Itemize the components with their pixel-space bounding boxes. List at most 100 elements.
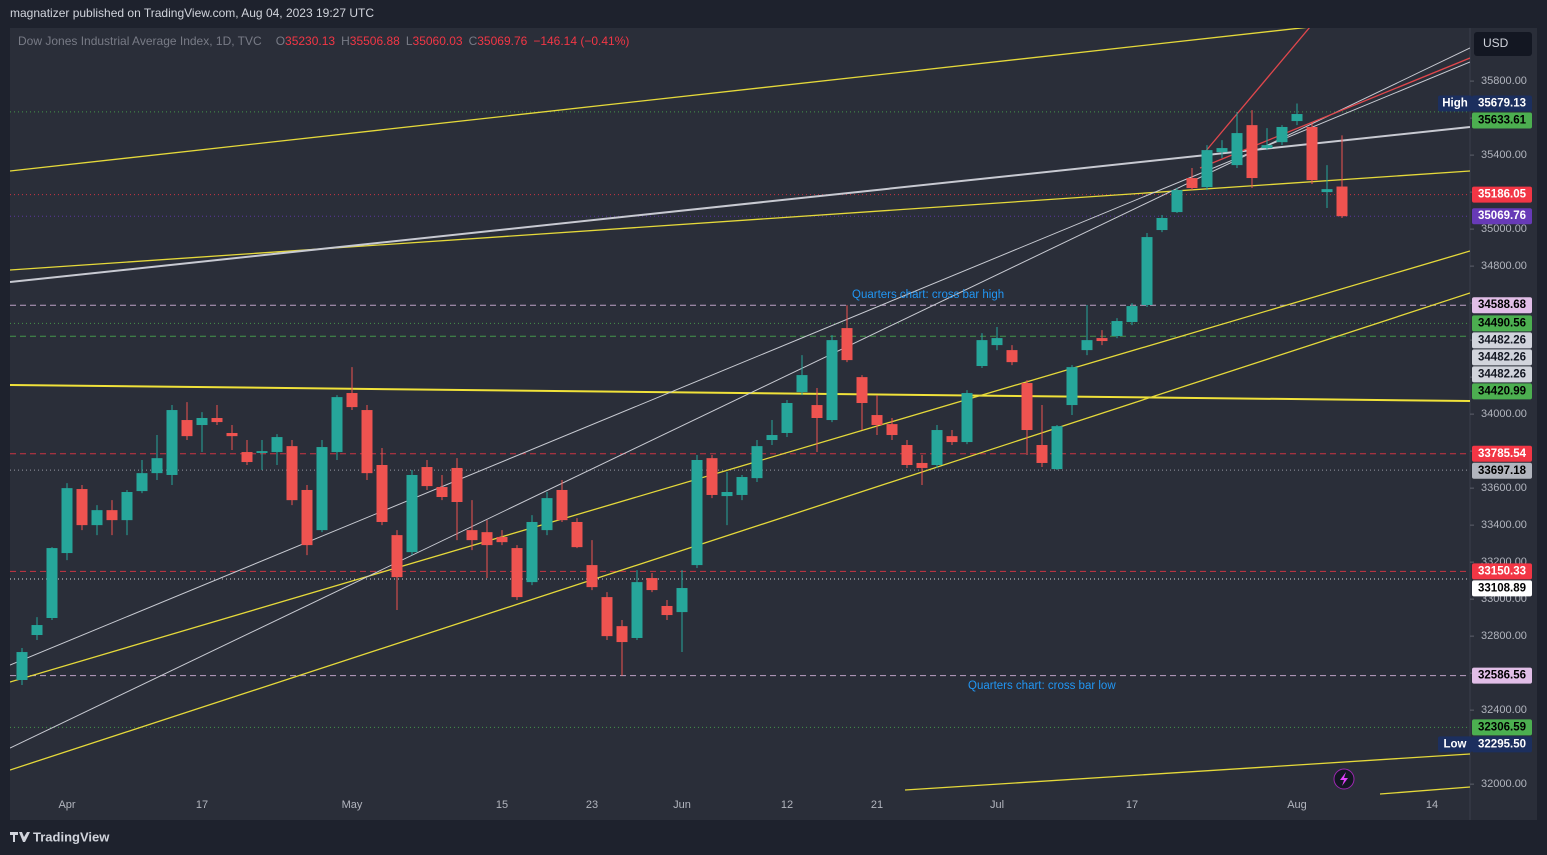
- candle-body: [586, 565, 598, 588]
- price-tag-label: 34482.26: [1478, 351, 1526, 363]
- candle-body: [181, 420, 193, 437]
- candle-body: [16, 652, 28, 680]
- candle-body: [871, 415, 883, 426]
- x-tick-label: Apr: [58, 799, 75, 811]
- candle-body: [1291, 114, 1303, 122]
- legend-value: 35230.13: [285, 34, 335, 48]
- candle-body: [991, 338, 1003, 346]
- x-tick-label: 21: [871, 799, 883, 811]
- candle-body: [541, 498, 553, 531]
- candle-body: [721, 492, 733, 497]
- price-tag: [1472, 667, 1532, 684]
- trend-line: [1199, 57, 1470, 169]
- candle-body: [766, 435, 778, 441]
- legend-title: Dow Jones Industrial Average Index, 1D, …: [18, 34, 262, 48]
- candle-body: [121, 492, 133, 521]
- y-tick-label: 33600.00: [1481, 482, 1527, 494]
- candle-body: [106, 510, 118, 521]
- y-tick-label: 32000.00: [1481, 778, 1527, 790]
- price-tag: [1472, 208, 1532, 225]
- price-tag: [1472, 349, 1532, 366]
- candle-body: [691, 460, 703, 566]
- candle-body: [376, 464, 388, 522]
- candle-body: [91, 510, 103, 526]
- candle-body: [496, 536, 508, 543]
- candle-body: [346, 393, 358, 408]
- annotation: Quarters chart: cross bar low: [968, 680, 1116, 692]
- candle-body: [661, 605, 673, 616]
- candle-body: [1276, 126, 1288, 143]
- legend: Dow Jones Industrial Average Index, 1D, …: [18, 34, 629, 48]
- price-tag-label: 32295.50: [1478, 738, 1526, 750]
- currency[interactable]: USD: [1483, 36, 1509, 50]
- y-tick-label: 35400.00: [1481, 149, 1527, 161]
- candle-body: [616, 626, 628, 643]
- candle-body: [451, 467, 463, 502]
- price-tags: 35679.13 High 35633.61 35186.05 35069.76 3458…: [1438, 95, 1532, 753]
- legend-change: −146.14 (−0.41%): [533, 34, 629, 48]
- trend-line: [904, 753, 1470, 791]
- header: magnatizer published on TradingView.com,…: [10, 6, 374, 20]
- y-tick-label: 35800.00: [1481, 75, 1527, 87]
- legend-key: L: [406, 34, 413, 48]
- y-tick-label: 34800.00: [1481, 260, 1527, 272]
- candle-body: [316, 447, 328, 531]
- price-tag: [1472, 719, 1532, 736]
- candle-body: [196, 418, 208, 426]
- candle-body: [811, 405, 823, 419]
- legend-key: H: [341, 34, 350, 48]
- candle-body: [856, 377, 868, 404]
- candle-body: [1306, 126, 1318, 181]
- legend-key: C: [469, 34, 478, 48]
- legend-value: 35069.76: [477, 34, 527, 48]
- candle-body: [631, 582, 643, 638]
- annotation: Quarters chart: cross bar high: [852, 289, 1004, 301]
- price-tag: [1472, 112, 1532, 129]
- candle-body: [271, 437, 283, 453]
- candle-body: [361, 410, 373, 474]
- candle-body: [76, 489, 88, 526]
- chart-panel: [10, 28, 1537, 820]
- price-tag: [1472, 563, 1532, 580]
- trend-line: [1379, 786, 1470, 795]
- candle-body: [331, 397, 343, 453]
- candle-body: [136, 473, 148, 492]
- candle-body: [1096, 338, 1108, 342]
- price-tag-label: 34482.26: [1478, 334, 1526, 346]
- price-tag: [1472, 186, 1532, 203]
- price-tag: [1472, 95, 1532, 112]
- currency-box[interactable]: [1474, 32, 1532, 56]
- candle-body: [1336, 186, 1348, 217]
- candle-body: [931, 430, 943, 465]
- x-axis: Apr 17 May 15 23 Jun 12 21 Jul 17 Aug 14: [58, 799, 1438, 811]
- price-tag: [1472, 462, 1532, 479]
- candle-body: [1201, 150, 1213, 188]
- price-tag: [1472, 332, 1532, 349]
- candles: [16, 103, 1348, 685]
- x-tick-label: 12: [781, 799, 793, 811]
- candle-body: [526, 521, 538, 583]
- candle-body: [571, 521, 583, 548]
- price-tag-label: 33150.33: [1478, 565, 1526, 577]
- candle-body: [211, 418, 223, 423]
- footer: TradingView: [33, 829, 110, 844]
- candle-body: [1261, 145, 1273, 149]
- legend-value: 35506.88: [350, 34, 400, 48]
- trend-line: [10, 250, 1470, 683]
- price-tag-label: 35069.76: [1478, 210, 1526, 222]
- y-tick-label: 32800.00: [1481, 630, 1527, 642]
- price-tag: [1472, 315, 1532, 332]
- trend-line: [10, 61, 1470, 666]
- event-icon-glyph: [1340, 772, 1348, 786]
- trend-line: [10, 126, 1470, 283]
- candle-body: [241, 452, 253, 463]
- y-tick-label: 34000.00: [1481, 408, 1527, 420]
- x-tick-label: 17: [1126, 799, 1138, 811]
- candle-body: [796, 375, 808, 393]
- candle-body: [1216, 148, 1228, 153]
- x-tick-label: Jul: [990, 799, 1004, 811]
- price-tag-label: 34420.99: [1478, 385, 1526, 397]
- candle-body: [676, 588, 688, 613]
- price-tag-label: 34588.68: [1478, 299, 1527, 311]
